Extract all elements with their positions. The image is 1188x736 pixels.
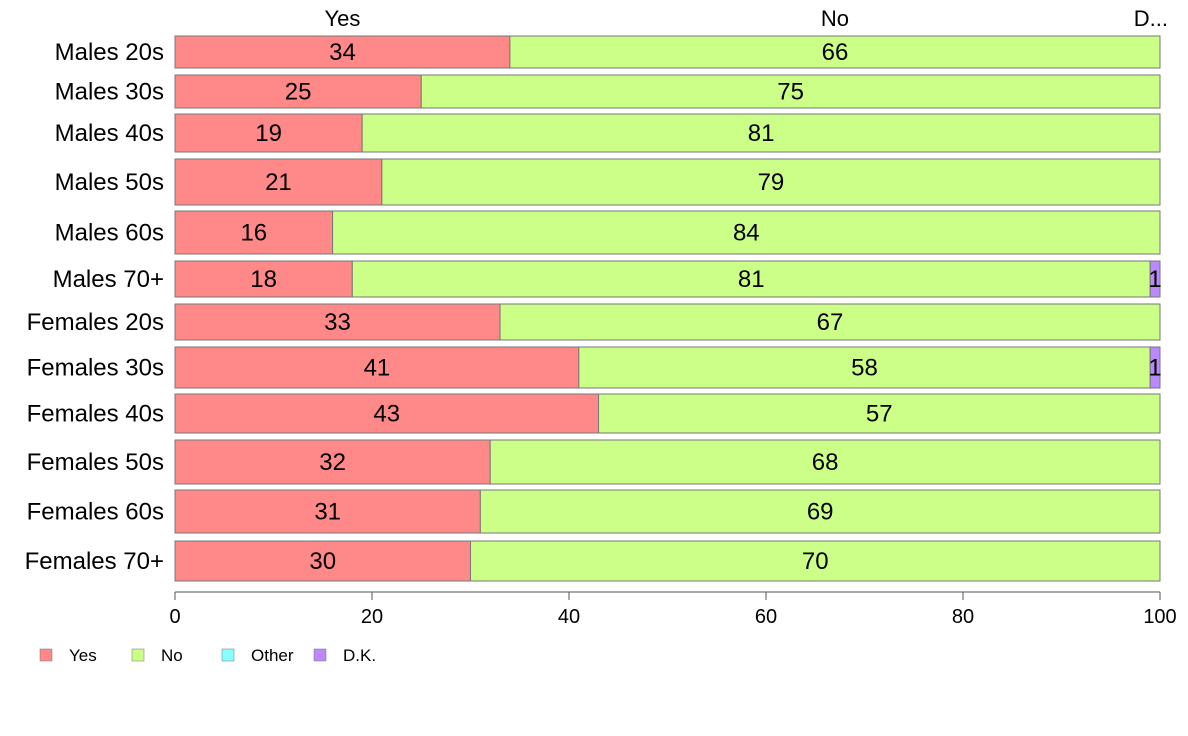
bar-row: Males 70+ 18 81 1: [53, 260, 1162, 298]
bar-segment-yes: [174, 303, 501, 341]
data-label: 57: [866, 401, 893, 428]
legend-label: No: [161, 646, 183, 665]
category-label: Males 40s: [55, 120, 164, 147]
bar-segment-yes: [174, 113, 363, 153]
data-label: 30: [309, 548, 336, 575]
bar-segment-yes: [174, 158, 383, 206]
bar-row: Males 60s 16 84: [55, 210, 1161, 255]
bar-segment-dk: [1149, 260, 1161, 298]
top-label-0: Yes: [325, 6, 361, 31]
legend-label: D.K.: [343, 646, 376, 665]
data-label: 81: [748, 120, 775, 147]
category-label: Females 30s: [27, 355, 164, 382]
bar-segment-yes: [174, 210, 334, 255]
data-label: 70: [802, 548, 829, 575]
bar-row: Males 20s 34 66: [55, 35, 1161, 69]
bar-segment-yes: [174, 540, 471, 582]
bar-segment-yes: [174, 74, 422, 109]
x-tick-label: 80: [952, 606, 974, 628]
bar-row: Males 40s 19 81: [55, 113, 1161, 153]
x-tick-label: 0: [169, 606, 180, 628]
category-label: Males 30s: [55, 79, 164, 106]
bar-segment-no: [351, 260, 1151, 298]
bar-segment-no: [332, 210, 1161, 255]
bar-segment-no: [470, 540, 1161, 582]
data-label: 18: [250, 266, 277, 293]
top-label-1: No: [821, 6, 849, 31]
data-label: 67: [817, 309, 844, 336]
bar-segment-no: [489, 439, 1161, 485]
data-label: 75: [777, 79, 804, 106]
data-label: 66: [822, 39, 849, 66]
bar-segment-no: [598, 393, 1161, 434]
data-label: 41: [364, 355, 391, 382]
legend-swatch: [221, 648, 235, 662]
category-label: Females 50s: [27, 449, 164, 476]
category-label: Males 50s: [55, 169, 164, 196]
data-label: 34: [329, 39, 356, 66]
data-label: 16: [240, 220, 267, 247]
data-label: 1: [1148, 355, 1161, 382]
bar-segment-yes: [174, 393, 600, 434]
bar-row: Females 20s 33 67: [27, 303, 1161, 341]
x-tick-label: 40: [558, 606, 580, 628]
legend: Yes No Other D.K.: [39, 646, 376, 665]
x-tick-label: 100: [1143, 606, 1176, 628]
data-label: 79: [758, 169, 785, 196]
bar-segment-no: [381, 158, 1161, 206]
top-label-2: D...: [1134, 6, 1168, 31]
data-label: 33: [324, 309, 351, 336]
bar-segment-no: [499, 303, 1161, 341]
bar-row: Males 50s 21 79: [55, 158, 1161, 206]
x-tick-label: 20: [361, 606, 383, 628]
bar-row: Males 30s 25 75: [55, 74, 1161, 109]
data-label: 1: [1148, 266, 1161, 293]
bar-segment-no: [479, 489, 1161, 534]
bar-segment-no: [420, 74, 1161, 109]
bar-segment-yes: [174, 439, 491, 485]
bar-segment-yes: [174, 35, 511, 69]
bar-segment-no: [361, 113, 1161, 153]
legend-swatch: [131, 648, 145, 662]
bar-row: Females 30s 41 58 1: [27, 346, 1162, 389]
data-label: 68: [812, 449, 839, 476]
category-label: Females 20s: [27, 309, 164, 336]
bar-row: Females 60s 31 69: [27, 489, 1161, 534]
data-label: 81: [738, 266, 765, 293]
bar-segment-yes: [174, 346, 580, 389]
bar-row: Females 40s 43 57: [27, 393, 1161, 434]
data-label: 19: [255, 120, 282, 147]
x-tick-label: 60: [755, 606, 777, 628]
category-label: Males 20s: [55, 39, 164, 66]
bar-row: Females 50s 32 68: [27, 439, 1161, 485]
legend-label: Yes: [69, 646, 97, 665]
category-label: Females 70+: [25, 548, 164, 575]
category-label: Males 70+: [53, 266, 164, 293]
category-label: Males 60s: [55, 220, 164, 247]
bar-row: Females 70+ 30 70: [25, 540, 1161, 582]
data-label: 58: [851, 355, 878, 382]
data-label: 84: [733, 220, 760, 247]
x-axis: 0 20 40 60 80 100: [169, 591, 1177, 628]
data-label: 25: [285, 79, 312, 106]
legend-swatch: [39, 648, 53, 662]
data-label: 32: [319, 449, 346, 476]
data-label: 69: [807, 499, 834, 526]
legend-swatch: [313, 648, 327, 662]
category-label: Females 40s: [27, 401, 164, 428]
legend-label: Other: [251, 646, 294, 665]
data-label: 43: [373, 401, 400, 428]
bar-segment-no: [509, 35, 1161, 69]
bar-segment-dk: [1149, 346, 1161, 389]
top-category-labels: Yes No D...: [325, 6, 1168, 31]
data-label: 31: [314, 499, 341, 526]
data-label: 21: [265, 169, 292, 196]
category-label: Females 60s: [27, 499, 164, 526]
